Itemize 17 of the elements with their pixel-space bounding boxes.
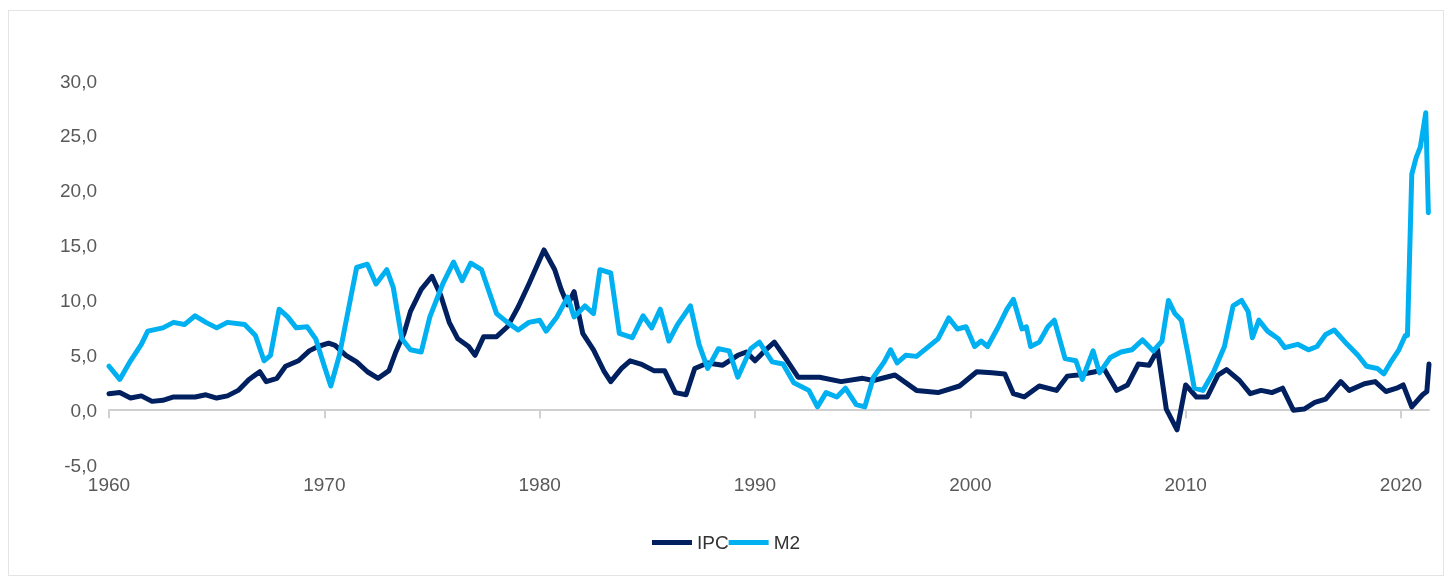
x-tick-label: 2020 <box>1379 474 1423 495</box>
legend-label: IPC <box>696 532 729 553</box>
x-tick-label: 2000 <box>949 474 992 495</box>
x-tick-label: 2010 <box>1164 474 1207 495</box>
y-tick-label: 5,0 <box>70 344 97 366</box>
x-tick-label: 1990 <box>733 474 777 495</box>
y-tick-label: 10,0 <box>60 289 97 311</box>
x-tick-label: 1960 <box>87 474 131 495</box>
x-tick-label: 1970 <box>303 474 346 495</box>
y-tick-label: -5,0 <box>64 454 97 476</box>
y-tick-label: 0,0 <box>70 399 97 421</box>
y-tick-label: 20,0 <box>60 180 97 202</box>
legend-label: M2 <box>773 532 801 553</box>
y-tick-label: 30,0 <box>60 70 97 92</box>
y-tick-label: 25,0 <box>60 125 97 147</box>
x-tick-label: 1980 <box>518 474 561 495</box>
y-tick-label: 15,0 <box>60 235 97 257</box>
